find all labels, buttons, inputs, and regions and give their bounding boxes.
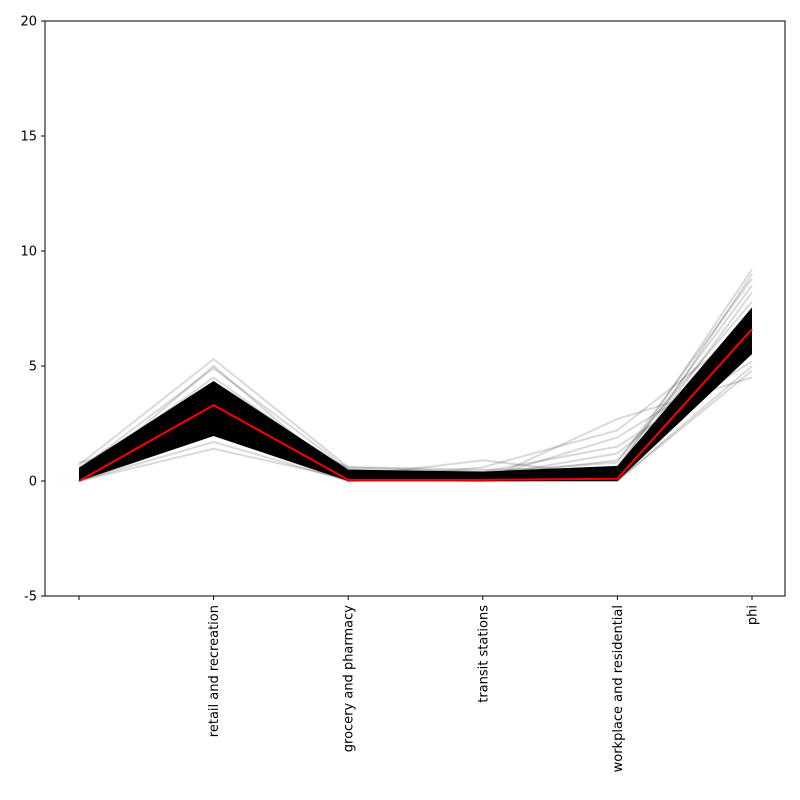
sample-line [78,291,753,478]
sample-line [78,284,753,480]
sample-band-layer [79,307,752,481]
y-tick-label: 5 [29,360,37,375]
y-tick-label: 20 [20,15,37,30]
sample-line [78,365,753,482]
sample-line [78,369,753,482]
sample-density-band [79,307,752,481]
sample-line [78,353,753,480]
y-tick-label: -5 [24,590,37,605]
series-layer [78,268,753,483]
sample-line [78,278,753,473]
sample-line [78,268,753,471]
x-tick-label: transit stations [476,605,491,703]
sample-line [78,273,753,483]
x-tick-label: workplace and residential [611,605,626,772]
sample-line [78,300,753,483]
y-tick-label: 10 [20,245,37,260]
sample-line [78,319,753,480]
sample-line [78,360,753,478]
sample-line [78,307,753,478]
mean-line-layer [78,328,753,482]
sample-line [78,323,753,483]
x-tick-label: phi [746,605,761,625]
x-tick-label: retail and recreation [207,605,222,737]
plot-frame [44,20,786,597]
sample-line [78,342,753,480]
y-tick-label: 15 [20,130,37,145]
x-tick-label: grocery and pharmacy [342,605,357,753]
y-tick-label: 0 [29,475,37,490]
x-axis: retail and recreation grocery and pharmac… [78,596,761,772]
y-axis: -5 0 5 10 15 20 [20,15,45,605]
mean-line [78,328,753,482]
